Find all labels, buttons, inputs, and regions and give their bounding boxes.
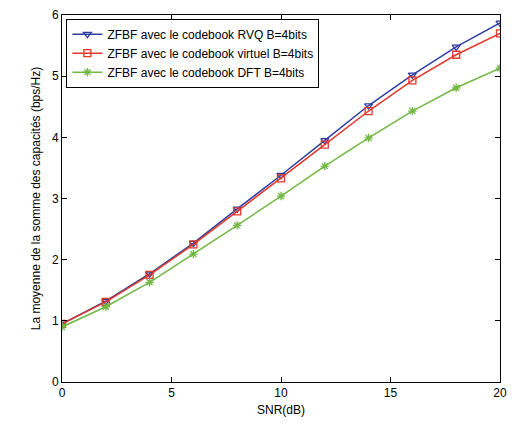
svg-text:3: 3 xyxy=(52,192,59,206)
svg-text:5: 5 xyxy=(168,386,175,400)
svg-text:15: 15 xyxy=(384,386,398,400)
svg-text:ZFBF avec le codebook virtuel: ZFBF avec le codebook virtuel B=4bits xyxy=(107,47,313,61)
svg-text:La moyenne de la somme des cap: La moyenne de la somme des capacités (bp… xyxy=(29,67,43,330)
svg-text:0: 0 xyxy=(59,386,66,400)
svg-text:20: 20 xyxy=(493,386,507,400)
svg-text:2: 2 xyxy=(52,253,59,267)
svg-text:SNR(dB): SNR(dB) xyxy=(257,403,305,417)
svg-text:ZFBF avec le codebook RVQ B=4b: ZFBF avec le codebook RVQ B=4bits xyxy=(107,28,307,42)
svg-text:4: 4 xyxy=(52,131,59,145)
svg-text:1: 1 xyxy=(52,314,59,328)
svg-text:ZFBF avec le codebook DFT B=4b: ZFBF avec le codebook DFT B=4bits xyxy=(107,66,304,80)
svg-text:0: 0 xyxy=(52,375,59,389)
svg-text:10: 10 xyxy=(274,386,288,400)
svg-text:6: 6 xyxy=(52,8,59,22)
svg-text:5: 5 xyxy=(52,69,59,83)
